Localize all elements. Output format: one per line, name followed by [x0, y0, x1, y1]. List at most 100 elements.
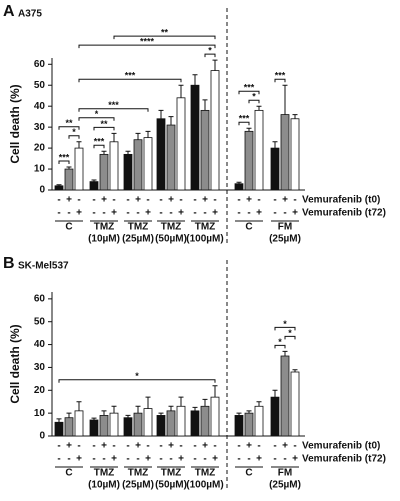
y-tick-label: 0: [39, 185, 45, 196]
sign: -: [77, 195, 80, 206]
panel-label: A: [3, 3, 15, 20]
sign: -: [273, 208, 276, 219]
sign: +: [212, 454, 218, 465]
sign: -: [92, 208, 95, 219]
bar: [143, 408, 153, 437]
sign: -: [102, 454, 105, 465]
y-tick-label: 60: [34, 293, 46, 304]
significance-bracket: [68, 135, 80, 139]
sign: +: [178, 208, 184, 219]
category-sublabel: (50µM): [155, 234, 187, 245]
sign: -: [159, 441, 162, 452]
sign: +: [212, 208, 218, 219]
error-bar: [178, 396, 184, 407]
sign: +: [76, 454, 82, 465]
significance-bracket: [274, 326, 296, 331]
error-bar: [168, 405, 174, 411]
sign: +: [66, 441, 72, 452]
error-bar: [125, 150, 131, 155]
bar: [123, 417, 133, 437]
sign: -: [159, 195, 162, 206]
error-bar: [145, 396, 151, 409]
error-bar: [56, 418, 62, 423]
error-bar: [236, 412, 242, 416]
error-bar: [192, 406, 198, 411]
y-tick-label: 10: [34, 408, 46, 419]
significance-bracket: [78, 117, 115, 121]
sign: -: [283, 208, 286, 219]
significance-bracket: [58, 126, 80, 130]
bar: [143, 137, 153, 191]
sign: +: [178, 454, 184, 465]
sign: -: [283, 454, 286, 465]
sign: -: [257, 195, 260, 206]
significance-label: *: [278, 337, 282, 347]
bar: [200, 109, 210, 191]
category-sublabel: (25µM): [269, 234, 301, 245]
error-bar: [202, 99, 208, 111]
sign: -: [247, 208, 250, 219]
sign: +: [292, 208, 298, 219]
bar: [166, 410, 176, 437]
sign: +: [256, 454, 262, 465]
significance-bracket: [284, 335, 296, 340]
bar: [133, 412, 143, 437]
sign: -: [247, 454, 250, 465]
category-label: FM: [278, 222, 292, 233]
sign: +: [76, 208, 82, 219]
y-tick-label: 20: [34, 143, 46, 154]
y-tick-label: 20: [34, 385, 46, 396]
category-label: TMZ: [195, 222, 216, 233]
error-bar: [202, 398, 208, 407]
bar: [290, 118, 300, 191]
sign: -: [193, 195, 196, 206]
significance-label: ***: [108, 100, 119, 110]
y-tick-label: 50: [34, 316, 46, 327]
sign: -: [146, 441, 149, 452]
bar: [290, 371, 300, 437]
bar: [210, 70, 220, 191]
error-bar: [256, 105, 262, 111]
bar: [64, 168, 74, 191]
error-bar: [111, 132, 117, 142]
significance-label: ***: [125, 71, 136, 81]
category-sublabel: (10µM): [88, 480, 120, 491]
y-axis-label: Cell death (%): [8, 84, 22, 163]
sign: -: [136, 208, 139, 219]
bar: [109, 141, 119, 191]
y-tick-label: 10: [34, 164, 46, 175]
error-bar: [66, 166, 72, 170]
error-bar: [212, 59, 218, 71]
sign: +: [282, 195, 288, 206]
sign: +: [168, 441, 174, 452]
significance-label: *: [72, 127, 76, 137]
bar: [244, 412, 254, 437]
y-tick-label: 0: [39, 431, 45, 442]
sign: +: [246, 441, 252, 452]
bar: [190, 410, 200, 437]
category-label: TMZ: [161, 222, 182, 233]
significance-label: *: [283, 319, 287, 329]
error-bar: [145, 130, 151, 138]
bar: [54, 421, 64, 437]
significance-label: ****: [140, 36, 155, 46]
sign: -: [273, 454, 276, 465]
bar: [280, 114, 290, 191]
bar: [89, 181, 99, 191]
condition-label: Vemurafenib (t0): [302, 195, 380, 206]
bar: [74, 147, 84, 191]
sign: -: [193, 441, 196, 452]
bar: [176, 97, 186, 191]
sign: -: [237, 195, 240, 206]
significance-bracket: [274, 78, 286, 83]
significance-bracket: [78, 44, 216, 49]
sign: -: [126, 195, 129, 206]
sign: +: [282, 441, 288, 452]
category-sublabel: (10µM): [88, 234, 120, 245]
sign: +: [135, 441, 141, 452]
significance-bracket: [238, 121, 250, 126]
bar: [234, 183, 244, 191]
y-tick-label: 40: [34, 339, 46, 350]
sign: -: [159, 208, 162, 219]
bar: [109, 412, 119, 437]
